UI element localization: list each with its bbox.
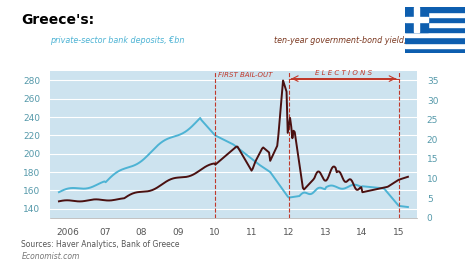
Bar — [405, 32, 465, 37]
Bar — [414, 7, 419, 32]
Text: Economist.com: Economist.com — [21, 252, 80, 261]
Text: Greece's:: Greece's: — [21, 13, 94, 27]
Text: Sources: Haver Analytics, Bank of Greece: Sources: Haver Analytics, Bank of Greece — [21, 241, 180, 249]
Text: FIRST BAIL-OUT: FIRST BAIL-OUT — [218, 72, 272, 78]
Bar — [405, 37, 465, 43]
Bar — [405, 48, 465, 53]
Bar — [405, 22, 465, 27]
Bar — [405, 7, 428, 32]
Bar — [405, 12, 465, 17]
Text: ten-year government-bond yield, %: ten-year government-bond yield, % — [274, 36, 417, 45]
Bar — [405, 7, 465, 12]
Bar — [405, 17, 428, 22]
Text: private-sector bank deposits, €bn: private-sector bank deposits, €bn — [50, 36, 184, 45]
Bar — [405, 17, 465, 22]
Bar — [405, 27, 465, 32]
Text: E L E C T I O N S: E L E C T I O N S — [315, 70, 372, 76]
Bar — [405, 43, 465, 48]
